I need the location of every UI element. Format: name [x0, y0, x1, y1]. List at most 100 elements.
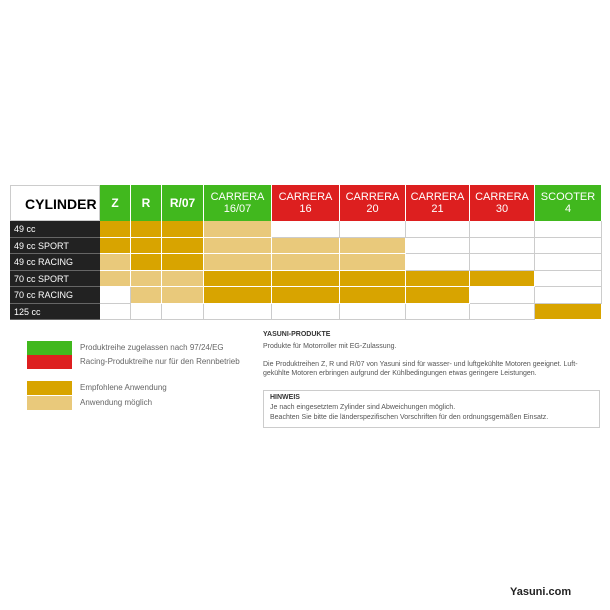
- cell: [272, 254, 340, 271]
- cell: [535, 287, 602, 304]
- cell: [470, 287, 535, 304]
- cell: [272, 303, 340, 320]
- cell: [340, 254, 406, 271]
- cell: [535, 303, 602, 320]
- cell: [131, 237, 162, 254]
- cell: [162, 221, 204, 238]
- cell: [204, 254, 272, 271]
- header-line: 20: [366, 203, 379, 215]
- cell: [272, 237, 340, 254]
- header-line: R/07: [169, 196, 196, 210]
- cell: [204, 221, 272, 238]
- header-line: 16/07: [223, 203, 252, 215]
- legend-text: Racing-Produktreihe nur für den Rennbetr…: [80, 357, 240, 366]
- header-line: 4: [564, 203, 572, 215]
- cell: [100, 237, 131, 254]
- header-line: CARRERA: [345, 191, 400, 203]
- cell: [406, 287, 470, 304]
- header-line: CARRERA: [278, 191, 333, 203]
- cell: [131, 287, 162, 304]
- cell: [272, 270, 340, 287]
- row-label: 49 cc RACING: [10, 254, 100, 271]
- cell: [131, 221, 162, 238]
- cell: [162, 287, 204, 304]
- header-line: 16: [299, 203, 312, 215]
- note-title: HINWEIS: [270, 394, 300, 401]
- header-line: SCOOTER: [540, 191, 596, 203]
- row-label: 49 cc: [10, 221, 100, 238]
- cell: [470, 237, 535, 254]
- info-line: gekühlte Motoren erbringen aufgrund der …: [263, 370, 537, 377]
- cell: [340, 237, 406, 254]
- column-header: SCOOTER 4: [535, 185, 602, 221]
- cell: [340, 270, 406, 287]
- header-line: CARRERA: [410, 191, 465, 203]
- note-box: [263, 390, 600, 428]
- cell: [340, 303, 406, 320]
- cell: [100, 270, 131, 287]
- column-header: CARRERA 20: [340, 185, 406, 221]
- cell: [272, 221, 340, 238]
- cell: [204, 237, 272, 254]
- cell: [131, 270, 162, 287]
- column-header: Z: [100, 185, 131, 221]
- column-header: R: [131, 185, 162, 221]
- legend-swatch: [27, 355, 72, 369]
- header-line: CARRERA: [475, 191, 529, 203]
- cell: [406, 254, 470, 271]
- cell: [406, 270, 470, 287]
- column-header: CARRERA 16/07: [204, 185, 272, 221]
- cell: [131, 303, 162, 320]
- header-line: 30: [495, 203, 509, 215]
- cell: [100, 303, 131, 320]
- column-header: R/07: [162, 185, 204, 221]
- cell: [535, 254, 602, 271]
- cell: [470, 221, 535, 238]
- column-header: CARRERA 21: [406, 185, 470, 221]
- column-header: CARRERA 16: [272, 185, 340, 221]
- cell: [535, 221, 602, 238]
- corner-header: CYLINDER: [10, 185, 100, 221]
- row-label: 49 cc SPORT: [10, 237, 100, 254]
- info-line: Produkte für Motorroller mit EG-Zulassun…: [263, 343, 397, 350]
- note-line: Beachten Sie bitte die länderspezifische…: [270, 414, 549, 421]
- column-header: CARRERA 30: [470, 185, 535, 221]
- legend-swatch: [27, 341, 72, 355]
- header-line: R: [141, 196, 151, 210]
- header-line: CARRERA: [210, 191, 265, 203]
- cell: [470, 270, 535, 287]
- note-line: Je nach eingesetztem Zylinder sind Abwei…: [270, 404, 456, 411]
- cell: [100, 287, 131, 304]
- cell: [272, 287, 340, 304]
- cell: [340, 221, 406, 238]
- row-label: 125 cc: [10, 303, 100, 320]
- legend-text: Empfohlene Anwendung: [80, 383, 167, 392]
- cell: [535, 237, 602, 254]
- cell: [131, 254, 162, 271]
- cell: [406, 237, 470, 254]
- cell: [204, 303, 272, 320]
- cell: [162, 254, 204, 271]
- legend-text: Anwendung möglich: [80, 398, 153, 407]
- legend-swatch: [27, 396, 72, 410]
- cell: [100, 254, 131, 271]
- row-label: 70 cc RACING: [10, 287, 100, 304]
- cell: [162, 270, 204, 287]
- cell: [406, 221, 470, 238]
- cell: [406, 303, 470, 320]
- cell: [470, 254, 535, 271]
- cell: [204, 270, 272, 287]
- cell: [100, 221, 131, 238]
- info-line: Die Produktreihen Z, R und R/07 von Yasu…: [263, 361, 578, 368]
- cell: [340, 287, 406, 304]
- cell: [162, 237, 204, 254]
- cell: [204, 287, 272, 304]
- header-line: Z: [111, 196, 119, 210]
- cell: [535, 270, 602, 287]
- legend-text: Produktreihe zugelassen nach 97/24/EG: [80, 343, 224, 352]
- row-label: 70 cc SPORT: [10, 270, 100, 287]
- cell: [470, 303, 535, 320]
- cell: [162, 303, 204, 320]
- info-title: YASUNI-PRODUKTE: [263, 331, 331, 338]
